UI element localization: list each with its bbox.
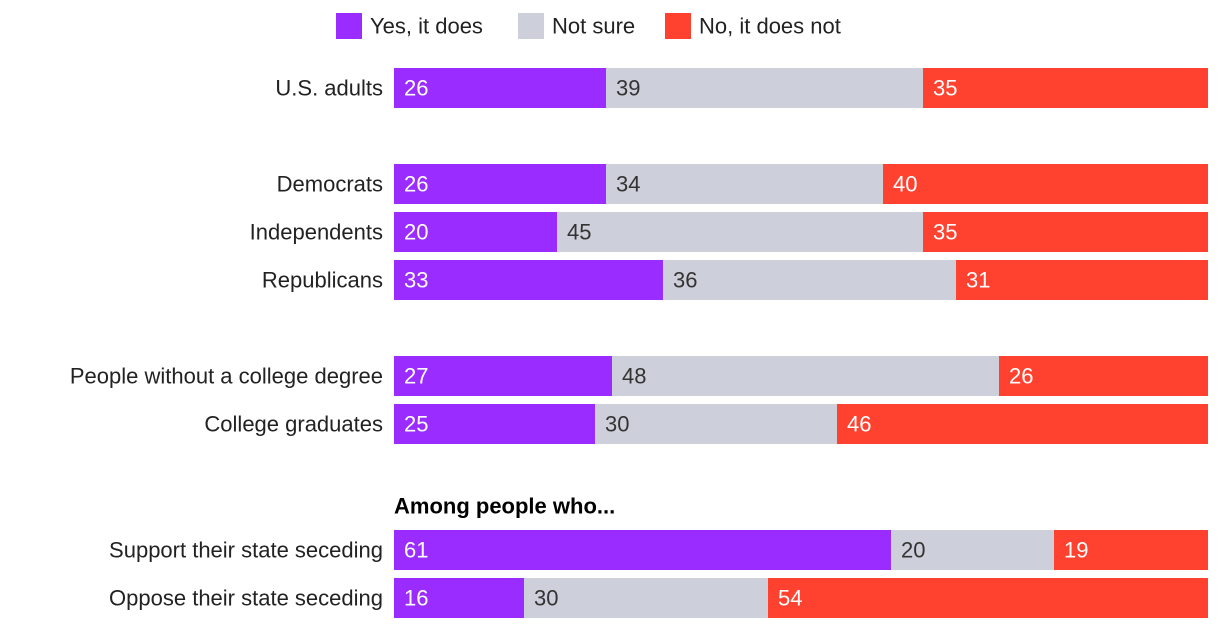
- bar-segment-oppose-their-state-seceding-yes-it-does: [394, 578, 524, 618]
- row-label-republicans: Republicans: [262, 268, 383, 293]
- data-label-people-without-a-college-degree-no-it-does-not: 26: [1009, 364, 1033, 389]
- data-label-independents-no-it-does-not: 35: [933, 220, 957, 245]
- bar-segment-u-s-adults-not-sure: [606, 68, 923, 108]
- bars: U.S. adults 26 39 35 Democrats 26 34 40 Independ…: [70, 68, 1208, 618]
- data-label-college-graduates-yes-it-does: 25: [404, 412, 428, 437]
- bar-segment-u-s-adults-no-it-does-not: [923, 68, 1208, 108]
- row-label-people-without-a-college-degree: People without a college degree: [70, 364, 383, 389]
- data-label-oppose-their-state-seceding-not-sure: 30: [534, 586, 558, 611]
- bar-segment-republicans-not-sure: [663, 260, 956, 300]
- bar-segment-support-their-state-seceding-yes-it-does: [394, 530, 891, 570]
- bar-segment-college-graduates-not-sure: [595, 404, 837, 444]
- data-label-independents-not-sure: 45: [567, 220, 591, 245]
- data-label-support-their-state-seceding-yes-it-does: 61: [404, 538, 428, 563]
- data-label-republicans-no-it-does-not: 31: [966, 268, 990, 293]
- bar-segment-democrats-not-sure: [606, 164, 883, 204]
- data-label-u-s-adults-no-it-does-not: 35: [933, 76, 957, 101]
- row-label-independents: Independents: [250, 220, 383, 245]
- bar-segment-support-their-state-seceding-not-sure: [891, 530, 1054, 570]
- bar-segment-people-without-a-college-degree-yes-it-does: [394, 356, 612, 396]
- data-label-support-their-state-seceding-not-sure: 20: [901, 538, 925, 563]
- data-label-independents-yes-it-does: 20: [404, 220, 428, 245]
- bar-segment-independents-no-it-does-not: [923, 212, 1208, 252]
- row-label-u-s-adults: U.S. adults: [275, 76, 383, 101]
- data-label-oppose-their-state-seceding-yes-it-does: 16: [404, 586, 428, 611]
- data-label-u-s-adults-yes-it-does: 26: [404, 76, 428, 101]
- legend-swatch-no-it-does-not: [665, 13, 691, 39]
- bar-segment-democrats-yes-it-does: [394, 164, 606, 204]
- bar-segment-people-without-a-college-degree-not-sure: [612, 356, 999, 396]
- bar-segment-u-s-adults-yes-it-does: [394, 68, 606, 108]
- data-label-college-graduates-no-it-does-not: 46: [847, 412, 871, 437]
- bar-segment-republicans-yes-it-does: [394, 260, 663, 300]
- bar-segment-oppose-their-state-seceding-not-sure: [524, 578, 768, 618]
- legend-label-yes-it-does: Yes, it does: [370, 14, 483, 39]
- data-label-democrats-no-it-does-not: 40: [893, 172, 917, 197]
- data-label-u-s-adults-not-sure: 39: [616, 76, 640, 101]
- row-label-college-graduates: College graduates: [204, 412, 383, 437]
- bar-segment-democrats-no-it-does-not: [883, 164, 1208, 204]
- bar-segment-support-their-state-seceding-no-it-does-not: [1054, 530, 1208, 570]
- data-label-republicans-not-sure: 36: [673, 268, 697, 293]
- legend: Yes, it does Not sure No, it does not: [336, 13, 841, 39]
- legend-label-not-sure: Not sure: [552, 14, 635, 39]
- bar-segment-college-graduates-yes-it-does: [394, 404, 595, 444]
- data-label-people-without-a-college-degree-not-sure: 48: [622, 364, 646, 389]
- bar-segment-independents-yes-it-does: [394, 212, 557, 252]
- data-label-support-their-state-seceding-no-it-does-not: 19: [1064, 538, 1088, 563]
- legend-swatch-not-sure: [518, 13, 544, 39]
- row-label-support-their-state-seceding: Support their state seceding: [109, 538, 383, 563]
- data-label-oppose-their-state-seceding-no-it-does-not: 54: [778, 586, 802, 611]
- bar-segment-people-without-a-college-degree-no-it-does-not: [999, 356, 1208, 396]
- row-label-democrats: Democrats: [277, 172, 383, 197]
- group-heading: Among people who...: [394, 494, 615, 519]
- bar-segment-independents-not-sure: [557, 212, 923, 252]
- data-label-democrats-yes-it-does: 26: [404, 172, 428, 197]
- bar-segment-college-graduates-no-it-does-not: [837, 404, 1208, 444]
- data-label-college-graduates-not-sure: 30: [605, 412, 629, 437]
- data-label-democrats-not-sure: 34: [616, 172, 640, 197]
- data-label-people-without-a-college-degree-yes-it-does: 27: [404, 364, 428, 389]
- legend-label-no-it-does-not: No, it does not: [699, 14, 841, 39]
- row-label-oppose-their-state-seceding: Oppose their state seceding: [109, 586, 383, 611]
- legend-swatch-yes-it-does: [336, 13, 362, 39]
- bar-segment-republicans-no-it-does-not: [956, 260, 1208, 300]
- data-label-republicans-yes-it-does: 33: [404, 268, 428, 293]
- bar-segment-oppose-their-state-seceding-no-it-does-not: [768, 578, 1208, 618]
